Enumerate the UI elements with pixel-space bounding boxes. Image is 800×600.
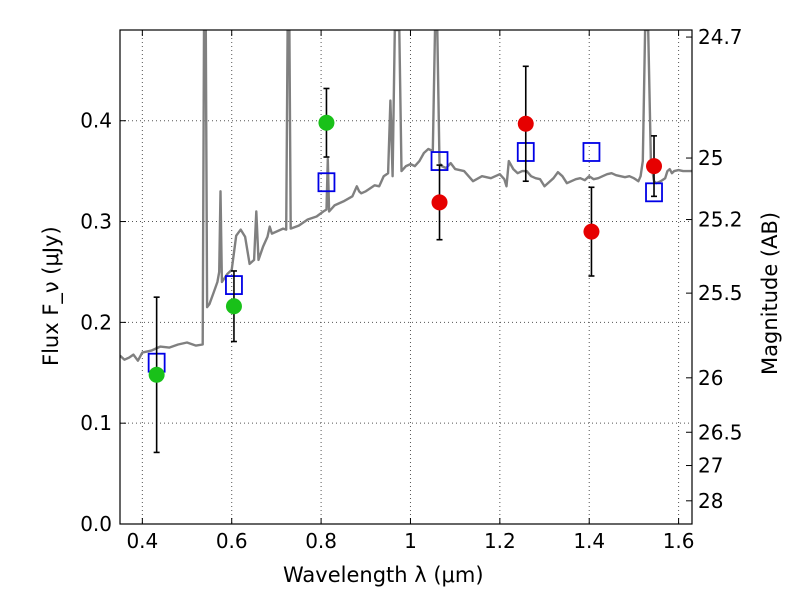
- y-tick-label: 0.2: [80, 310, 112, 334]
- model-flux-square-marker: [317, 172, 336, 193]
- y2-tick-label: 25.2: [698, 208, 743, 232]
- x-tick-label: 1.2: [484, 529, 516, 553]
- x-tick-label: 1: [404, 529, 417, 553]
- observed-flux-point-green: [148, 366, 165, 383]
- model-flux-square-marker: [582, 142, 601, 162]
- y2-tick-label: 25: [698, 146, 723, 170]
- observed-flux-point-red: [583, 223, 600, 240]
- y-tick-label: 0.1: [80, 411, 112, 435]
- x-axis-label: Wavelength λ (μm): [283, 563, 484, 587]
- x-tick-label: 0.4: [126, 529, 158, 553]
- y-tick-label: 0.0: [80, 512, 112, 536]
- plot-frame: [119, 29, 693, 525]
- observed-flux-point-red: [646, 158, 663, 175]
- x-tick-label: 1.6: [663, 529, 695, 553]
- x-tick-label: 0.6: [216, 529, 248, 553]
- tick-layer: 0.4 0.6 0.8 1 1.2 1.4 1.6 0.0 0.1 0.2 0.3 0.4 24.7 25…: [80, 25, 742, 553]
- observed-flux-point-green: [318, 114, 335, 131]
- y-tick-label: 0.4: [80, 109, 112, 133]
- model-spectrum-line: [120, 30, 692, 362]
- x-tick-label: 0.8: [305, 529, 337, 553]
- y2-axis-label: Magnitude (AB): [758, 212, 782, 375]
- y2-tick-label: 27: [698, 454, 723, 478]
- marker-layer: [147, 65, 663, 454]
- observed-flux-point-red: [517, 115, 534, 132]
- model-spectrum-layer: [120, 30, 692, 362]
- y2-tick-label: 24.7: [698, 25, 743, 49]
- y2-tick-label: 26: [698, 366, 723, 390]
- grid-layer: [120, 30, 692, 524]
- y2-tick-label: 26.5: [698, 420, 743, 444]
- y2-tick-label: 28: [698, 489, 723, 513]
- x-tick-label: 1.4: [573, 529, 605, 553]
- y-tick-label: 0.3: [80, 210, 112, 234]
- observed-flux-point-green: [225, 298, 242, 315]
- observed-flux-point-red: [431, 194, 448, 211]
- y2-tick-label: 25.5: [698, 281, 743, 305]
- y-axis-label: Flux F_ν (μJy): [39, 226, 64, 366]
